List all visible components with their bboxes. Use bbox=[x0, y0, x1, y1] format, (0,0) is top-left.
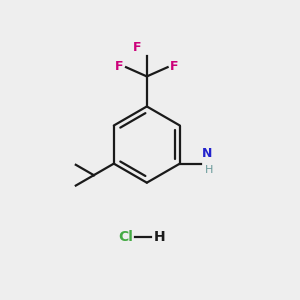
Text: N: N bbox=[202, 147, 212, 160]
Text: Cl: Cl bbox=[118, 230, 133, 244]
Text: H: H bbox=[205, 166, 213, 176]
Text: F: F bbox=[133, 41, 141, 55]
Text: F: F bbox=[170, 59, 178, 73]
Text: H: H bbox=[154, 230, 165, 244]
Text: F: F bbox=[115, 59, 124, 73]
